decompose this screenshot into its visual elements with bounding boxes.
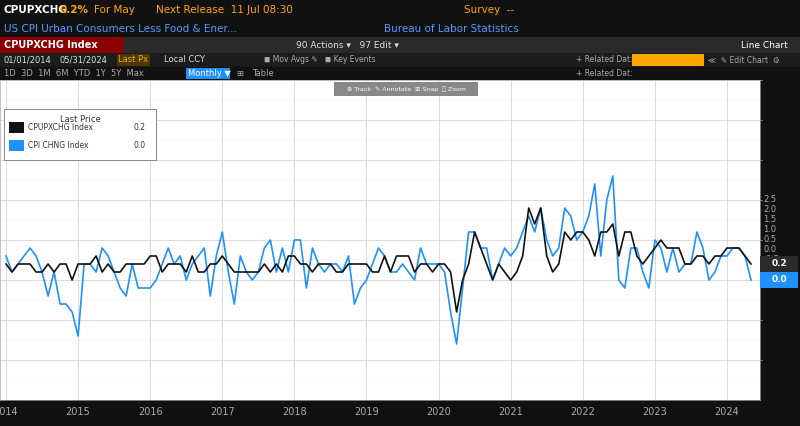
Text: 90 Actions ▾   97 Edit ▾: 90 Actions ▾ 97 Edit ▾ bbox=[296, 40, 399, 49]
Text: 0.0: 0.0 bbox=[134, 141, 146, 150]
Text: + Related Dat:: + Related Dat: bbox=[576, 55, 633, 64]
Text: 2.0: 2.0 bbox=[763, 205, 776, 215]
Text: 1.5: 1.5 bbox=[763, 216, 776, 225]
Bar bbox=[186, 68, 230, 79]
Text: ⊞: ⊞ bbox=[236, 69, 243, 78]
Text: 05/31/2024: 05/31/2024 bbox=[60, 55, 108, 64]
Text: 0.5: 0.5 bbox=[763, 236, 776, 245]
Text: 1.0: 1.0 bbox=[763, 225, 776, 234]
Text: -1.5: -1.5 bbox=[763, 276, 779, 285]
Bar bbox=[9, 122, 24, 133]
Text: Monthly ▼: Monthly ▼ bbox=[188, 69, 231, 78]
Text: CPUPXCHG: CPUPXCHG bbox=[4, 5, 68, 15]
Text: 2014: 2014 bbox=[0, 407, 18, 417]
Text: CPI CHNG Index: CPI CHNG Index bbox=[28, 141, 89, 150]
Text: + Related Dat:: + Related Dat: bbox=[576, 69, 633, 78]
Text: 2022: 2022 bbox=[570, 407, 595, 417]
Text: 0.2: 0.2 bbox=[771, 259, 787, 268]
Text: 01/01/2014: 01/01/2014 bbox=[4, 55, 52, 64]
Text: 2021: 2021 bbox=[498, 407, 523, 417]
Text: 0.0: 0.0 bbox=[771, 276, 787, 285]
Text: 2017: 2017 bbox=[210, 407, 234, 417]
Text: 0.2%: 0.2% bbox=[60, 5, 89, 15]
Text: ⊕ Track  ✎ Annotate  ⊞ Snap  🔍 Zoom: ⊕ Track ✎ Annotate ⊞ Snap 🔍 Zoom bbox=[347, 86, 466, 92]
Text: Line Chart: Line Chart bbox=[742, 40, 788, 49]
Text: CPUPXCHG Index: CPUPXCHG Index bbox=[28, 123, 94, 132]
Text: ≪  ✎ Edit Chart  ⚙: ≪ ✎ Edit Chart ⚙ bbox=[708, 55, 780, 64]
Text: -0.5: -0.5 bbox=[763, 256, 779, 265]
Text: Next Release  11 Jul 08:30: Next Release 11 Jul 08:30 bbox=[156, 5, 293, 15]
Text: Last Px: Last Px bbox=[118, 55, 149, 64]
Text: 1D  3D  1M  6M  YTD  1Y  5Y  Max: 1D 3D 1M 6M YTD 1Y 5Y Max bbox=[4, 69, 144, 78]
Text: 2020: 2020 bbox=[426, 407, 451, 417]
Text: 2019: 2019 bbox=[354, 407, 378, 417]
Text: Table: Table bbox=[252, 69, 274, 78]
Text: Survey  --: Survey -- bbox=[464, 5, 514, 15]
Text: 2016: 2016 bbox=[138, 407, 162, 417]
Bar bbox=[9, 140, 24, 151]
Text: 2018: 2018 bbox=[282, 407, 306, 417]
Bar bbox=[0, 37, 124, 53]
Text: US CPI Urban Consumers Less Food & Ener...: US CPI Urban Consumers Less Food & Ener.… bbox=[4, 23, 237, 34]
Text: 0.2: 0.2 bbox=[134, 123, 146, 132]
Text: CPUPXCHG Index: CPUPXCHG Index bbox=[4, 40, 98, 50]
Bar bbox=[632, 55, 704, 66]
Text: 2.5: 2.5 bbox=[763, 196, 776, 204]
Text: 0.0: 0.0 bbox=[763, 245, 776, 254]
Text: Bureau of Labor Statistics: Bureau of Labor Statistics bbox=[384, 23, 518, 34]
Text: Last Price: Last Price bbox=[60, 115, 100, 124]
Text: 2023: 2023 bbox=[642, 407, 667, 417]
Text: Local CCY: Local CCY bbox=[164, 55, 205, 64]
Text: -1.0: -1.0 bbox=[763, 265, 779, 274]
Text: For May: For May bbox=[94, 5, 135, 15]
Text: ◼ Mov Avgs ✎   ◼ Key Events: ◼ Mov Avgs ✎ ◼ Key Events bbox=[264, 55, 376, 64]
Text: 2015: 2015 bbox=[66, 407, 90, 417]
Text: 2024: 2024 bbox=[714, 407, 739, 417]
